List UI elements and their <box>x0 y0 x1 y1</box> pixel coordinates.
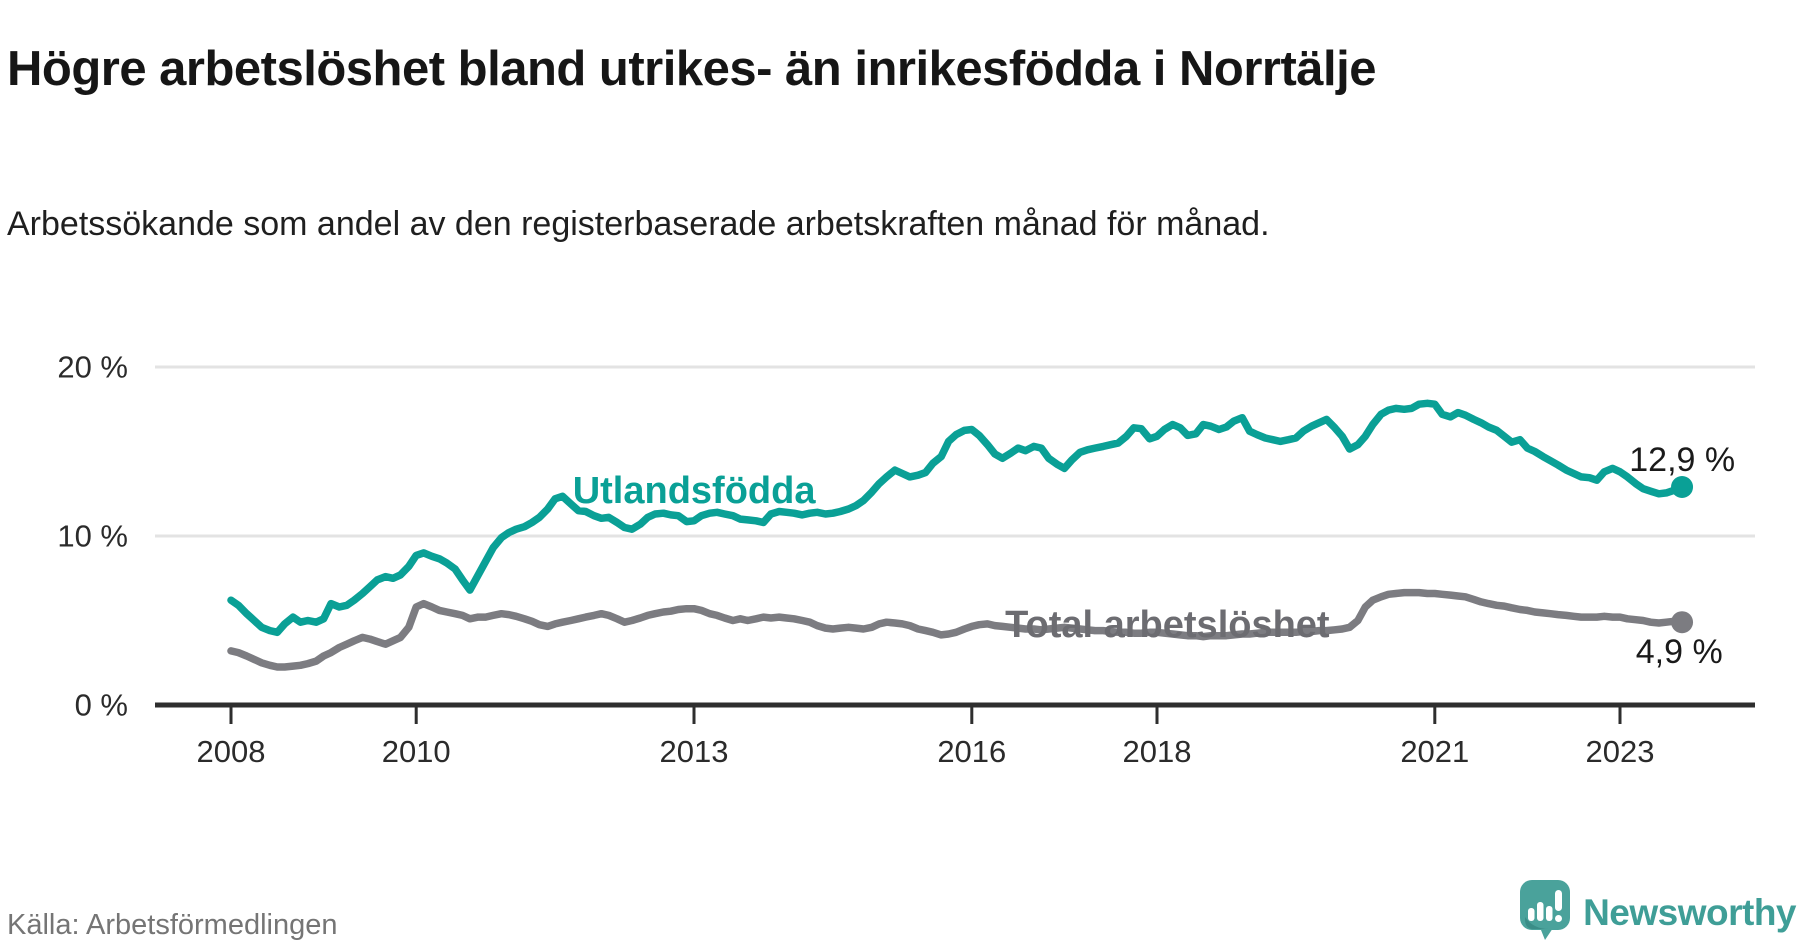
series-line-utlandsfödda <box>227 399 1686 637</box>
x-tick-label-2021: 2021 <box>1400 734 1469 769</box>
x-tick-label-2016: 2016 <box>937 734 1006 769</box>
series-line-total-arbetslöshet <box>227 588 1686 671</box>
y-tick-label-10: 10 % <box>57 519 128 554</box>
series-end-value-utlandsfödda: 12,9 % <box>1629 441 1735 479</box>
y-tick-label-20: 20 % <box>57 350 128 385</box>
x-tick-label-2018: 2018 <box>1123 734 1192 769</box>
chart-subtitle: Arbetssökande som andel av den registerb… <box>7 205 1270 243</box>
y-tick-label-0: 0 % <box>75 688 128 723</box>
page-title: Högre arbetslöshet bland utrikes- än inr… <box>7 41 1377 96</box>
newsworthy-wordmark: Newsworthy <box>1583 891 1796 933</box>
series-label-total-arbetslöshet: Total arbetslöshet <box>1005 604 1330 646</box>
x-tick-label-2023: 2023 <box>1586 734 1655 769</box>
series-end-value-total-arbetslöshet: 4,9 % <box>1636 633 1723 671</box>
x-tick-label-2013: 2013 <box>660 734 729 769</box>
source-note: Källa: Arbetsförmedlingen <box>7 909 338 941</box>
x-tick-label-2008: 2008 <box>197 734 266 769</box>
series-end-dot-total-arbetslöshet <box>1671 611 1694 634</box>
x-tick-label-2010: 2010 <box>382 734 451 769</box>
newsworthy-logo-icon <box>1519 879 1571 946</box>
series-label-utlandsfödda: Utlandsfödda <box>573 470 817 512</box>
series-end-dot-utlandsfödda <box>1671 475 1694 498</box>
newsworthy-brand: Newsworthy <box>1519 879 1796 946</box>
